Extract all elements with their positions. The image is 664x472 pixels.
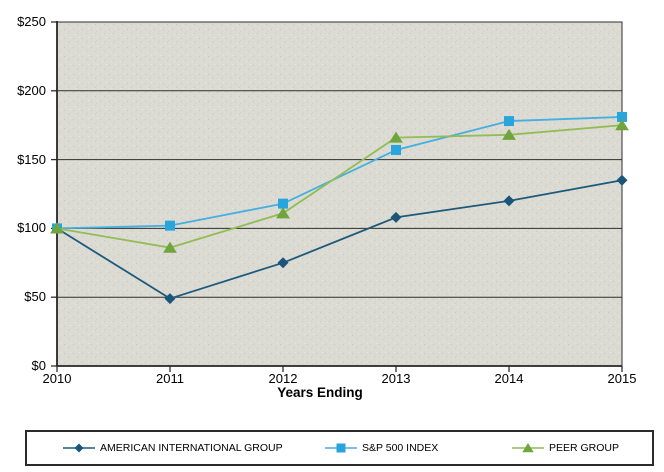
x-axis-title: Years Ending [277, 385, 363, 400]
data-point-marker [615, 119, 629, 131]
sp500-line-square-icon [325, 443, 357, 453]
data-point-marker [503, 195, 515, 207]
axes [56, 21, 623, 367]
x-tick-label: 2011 [156, 371, 184, 386]
data-point-marker [164, 293, 176, 305]
data-point-marker [390, 211, 402, 223]
legend-item-aig: AMERICAN INTERNATIONAL GROUP [63, 432, 283, 464]
plot-area [50, 21, 629, 372]
x-tick-label: 2014 [494, 371, 524, 386]
y-tick-label: $50 [24, 289, 46, 304]
legend-label: AMERICAN INTERNATIONAL GROUP [100, 442, 283, 454]
data-point-marker [391, 144, 401, 155]
legend-item-sp500: S&P 500 INDEX [325, 432, 438, 464]
y-tick-label: $0 [31, 358, 46, 373]
peer-line-triangle-icon [512, 443, 544, 453]
y-tick-label: $100 [17, 220, 46, 235]
data-point-marker [502, 128, 516, 140]
plot-background [57, 22, 622, 366]
data-point-marker [617, 111, 627, 122]
y-tick-label: $200 [17, 83, 46, 98]
y-tick-label: $150 [17, 152, 46, 167]
series-peer-group [50, 119, 629, 253]
x-tick-label: 2010 [42, 371, 72, 386]
data-point-marker [165, 220, 175, 231]
x-tick-label: 2013 [381, 371, 411, 386]
data-point-marker [504, 116, 514, 127]
legend: AMERICAN INTERNATIONAL GROUP S&P 500 IND… [25, 430, 654, 466]
legend-label: S&P 500 INDEX [362, 442, 439, 454]
aig-line-diamond-icon [63, 443, 95, 453]
x-tick-label: 2012 [268, 371, 298, 386]
data-point-marker [276, 207, 290, 219]
x-tick-label: 2015 [607, 371, 637, 386]
legend-label: PEER GROUP [549, 442, 620, 454]
y-tick-label: $250 [17, 14, 46, 29]
data-point-marker [163, 241, 177, 253]
data-point-marker [616, 174, 628, 186]
legend-item-peer: PEER GROUP [512, 432, 619, 464]
data-point-marker [389, 131, 403, 143]
data-point-marker [50, 222, 64, 234]
data-series [50, 111, 629, 305]
data-point-marker [277, 257, 289, 269]
data-point-marker [278, 198, 288, 209]
